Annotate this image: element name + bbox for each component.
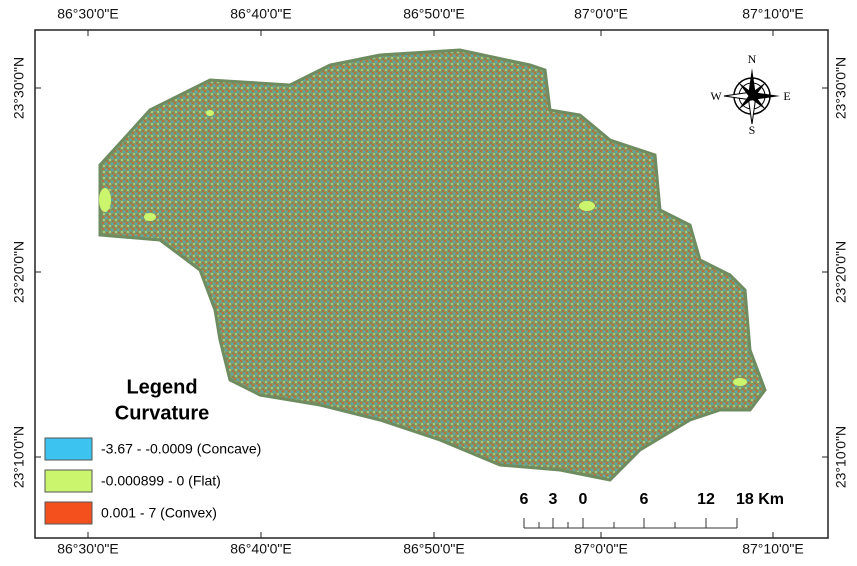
top-label: 87°0'0"E xyxy=(574,6,628,22)
legend-subtitle: Curvature xyxy=(115,402,209,424)
top-label: 86°50'0"E xyxy=(403,6,465,22)
bottom-label: 86°30'0"E xyxy=(57,541,119,557)
bottom-label: 86°50'0"E xyxy=(403,541,465,557)
scale-label: 6 xyxy=(640,491,649,508)
left-label: 23°20'0"N xyxy=(11,241,27,303)
top-label: 86°30'0"E xyxy=(57,6,119,22)
compass-n: N xyxy=(748,52,757,66)
compass-e: E xyxy=(783,89,790,103)
legend-title: Legend xyxy=(126,376,197,398)
compass-s: S xyxy=(749,123,756,137)
map-figure: 86°30'0"E 86°40'0"E 86°50'0"E 87°0'0"E 8… xyxy=(0,0,857,561)
right-label: 23°30'0"N xyxy=(833,57,849,119)
scale-label: 18 Km xyxy=(736,491,784,508)
scale-label: 0 xyxy=(579,491,588,508)
left-label: 23°10'0"N xyxy=(11,426,27,488)
right-label: 23°10'0"N xyxy=(833,426,849,488)
scale-label: 3 xyxy=(549,491,558,508)
legend-label: -0.000899 - 0 (Flat) xyxy=(101,473,221,489)
legend-label: 0.001 - 7 (Convex) xyxy=(101,505,217,521)
compass-w: W xyxy=(710,89,722,103)
scale-label: 12 xyxy=(697,491,715,508)
legend-swatch xyxy=(45,438,92,460)
right-label: 23°20'0"N xyxy=(833,241,849,303)
scale-label: 6 xyxy=(520,491,529,508)
bottom-label: 87°10'0"E xyxy=(742,541,804,557)
bottom-label: 86°40'0"E xyxy=(230,541,292,557)
bottom-label: 87°0'0"E xyxy=(574,541,628,557)
legend-label: -3.67 - -0.0009 (Concave) xyxy=(101,441,261,457)
top-label: 87°10'0"E xyxy=(742,6,804,22)
left-label: 23°30'0"N xyxy=(11,57,27,119)
top-label: 86°40'0"E xyxy=(230,6,292,22)
legend-swatch xyxy=(45,470,92,492)
legend-swatch xyxy=(45,502,92,524)
